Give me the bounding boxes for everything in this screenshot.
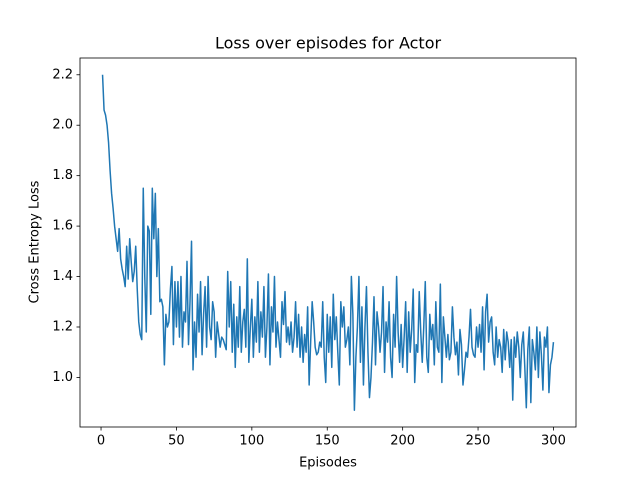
y-tick-label: 1.0 bbox=[52, 370, 73, 385]
x-axis-label: Episodes bbox=[299, 456, 357, 471]
x-tick-label: 100 bbox=[239, 434, 264, 449]
y-tick-label: 2.0 bbox=[52, 118, 73, 133]
x-tick-label: 250 bbox=[466, 434, 491, 449]
loss-line bbox=[101, 74, 555, 411]
x-tick-label: 0 bbox=[97, 434, 105, 449]
y-tick-label: 1.2 bbox=[52, 319, 73, 334]
y-tick-label: 1.6 bbox=[52, 219, 73, 234]
chart-title: Loss over episodes for Actor bbox=[215, 34, 442, 53]
axes-frame bbox=[79, 57, 577, 428]
x-tick-label: 50 bbox=[168, 434, 185, 449]
y-tick-label: 2.2 bbox=[52, 67, 73, 82]
y-tick-label: 1.8 bbox=[52, 168, 73, 183]
y-axis-label: Cross Entropy Loss bbox=[28, 180, 43, 303]
x-tick-label: 300 bbox=[541, 434, 566, 449]
x-tick-label: 150 bbox=[315, 434, 340, 449]
y-tick-label: 1.4 bbox=[52, 269, 73, 284]
x-tick-label: 200 bbox=[390, 434, 415, 449]
